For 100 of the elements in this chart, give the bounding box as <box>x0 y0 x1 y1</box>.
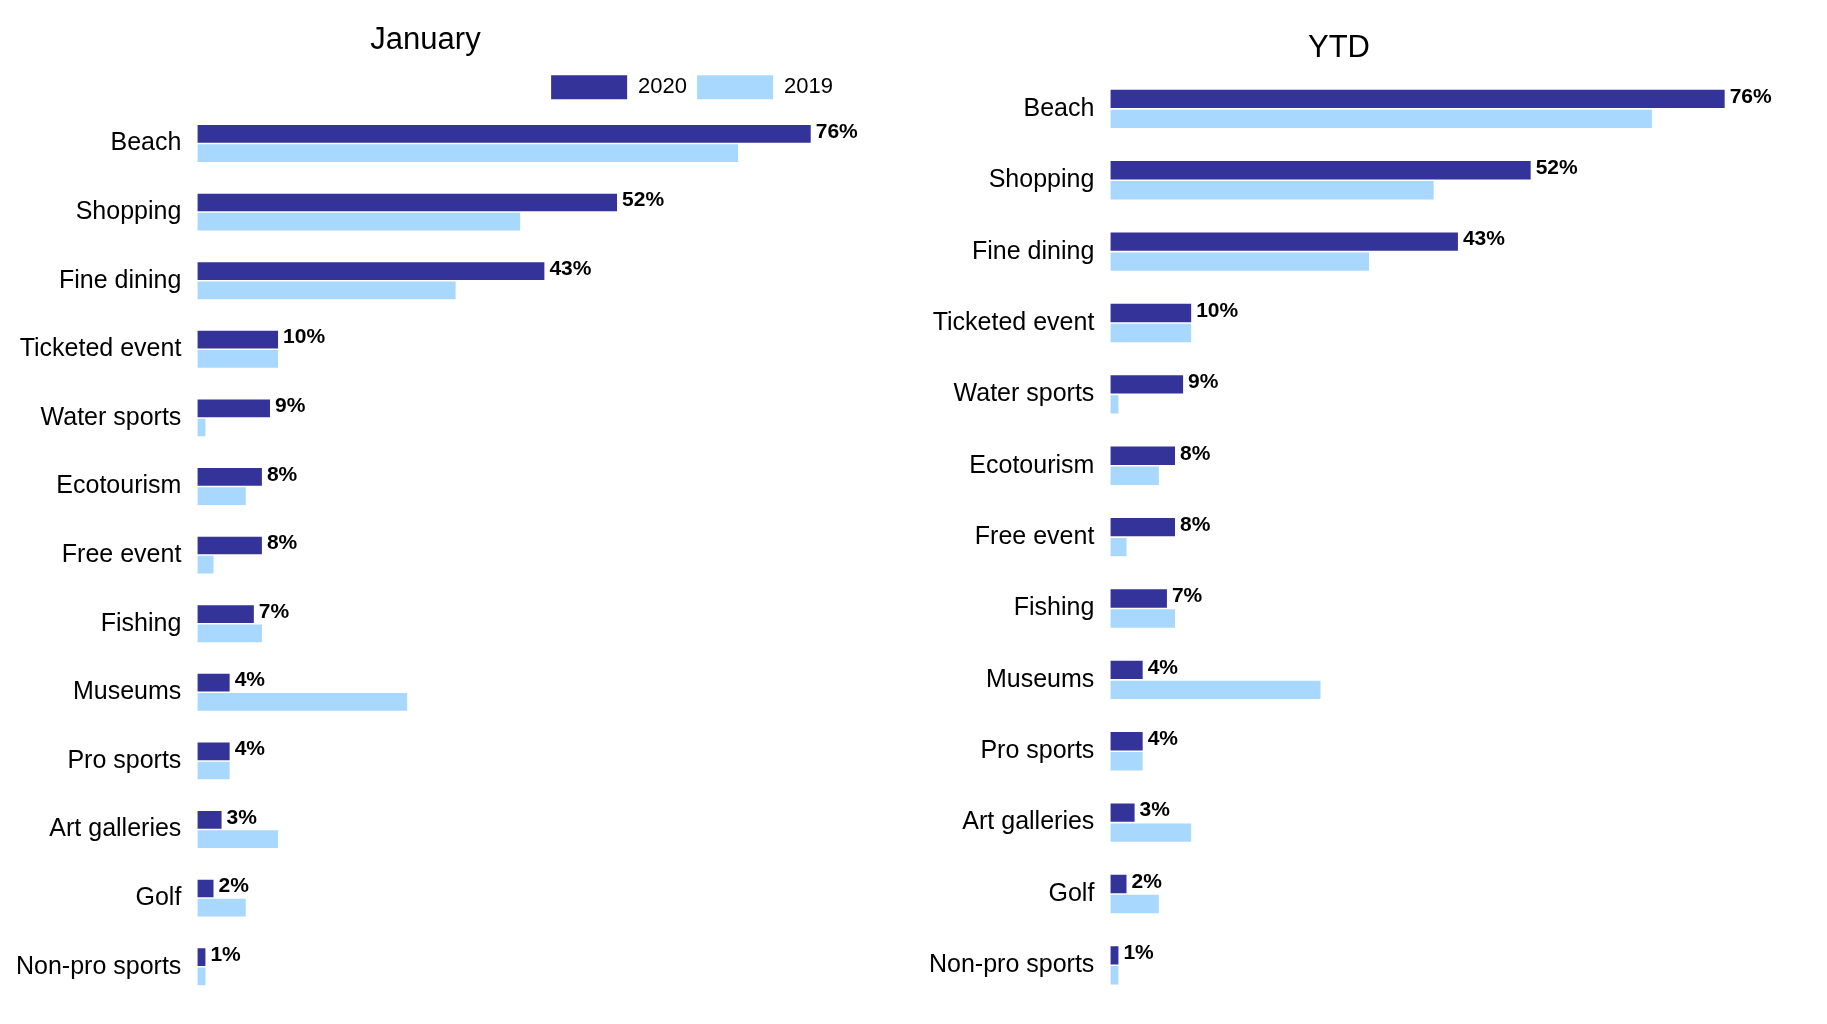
bar <box>1110 232 1458 251</box>
data-label: 3% <box>226 804 258 828</box>
bar <box>197 468 262 486</box>
y-tick-label: Beach <box>1023 92 1095 121</box>
y-tick-label: Non-pro sports <box>928 949 1095 978</box>
y-tick-label: Ticketed event <box>19 333 182 362</box>
bar <box>1110 537 1127 557</box>
bar <box>197 212 521 231</box>
data-label: 43% <box>549 255 592 279</box>
y-tick-label: Pro sports <box>67 744 182 773</box>
bar <box>197 125 811 143</box>
bar <box>1110 109 1652 129</box>
y-tick-label: Pro sports <box>980 735 1095 764</box>
y-tick-label: Fishing <box>1013 592 1095 621</box>
y-tick-label: Free event <box>61 538 182 567</box>
bar <box>197 536 262 555</box>
y-tick-label: Shopping <box>75 195 182 224</box>
data-label: 2% <box>1131 868 1163 892</box>
bar <box>1110 252 1370 271</box>
data-label: 4% <box>1147 654 1179 678</box>
y-tick-label: Golf <box>135 881 182 910</box>
bar <box>1110 181 1434 200</box>
bar <box>1110 161 1531 180</box>
bar <box>1110 874 1127 894</box>
data-label: 10% <box>1196 297 1239 321</box>
y-tick-label: Water sports <box>40 401 182 430</box>
bar <box>1110 375 1184 394</box>
y-tick-label: Free event <box>974 520 1095 549</box>
bar <box>197 673 230 692</box>
y-tick-label: Shopping <box>988 164 1095 193</box>
bar <box>1110 323 1192 343</box>
bar <box>197 281 456 300</box>
y-tick-label: Non-pro sports <box>15 950 182 979</box>
data-label: 76% <box>1729 83 1773 107</box>
data-label: 4% <box>1147 726 1179 750</box>
chart-title: January <box>370 21 482 57</box>
bar <box>197 693 408 711</box>
bar <box>1110 823 1192 842</box>
chart-title: YTD <box>1308 29 1370 65</box>
data-label: 43% <box>1462 226 1506 250</box>
bar <box>1110 609 1176 628</box>
data-label: 52% <box>1535 155 1579 179</box>
data-label: 4% <box>234 667 266 691</box>
bar <box>1110 732 1143 751</box>
bar <box>1110 752 1143 771</box>
y-tick-label: Golf <box>1048 877 1095 906</box>
bar <box>197 830 279 848</box>
bar <box>1110 517 1176 537</box>
bar <box>1110 89 1725 109</box>
data-label: 10% <box>283 324 326 348</box>
data-label: 76% <box>815 118 859 142</box>
bar <box>197 144 739 162</box>
data-label: 52% <box>622 187 665 211</box>
y-tick-label: Fine dining <box>59 264 182 293</box>
y-tick-label: Museums <box>72 676 182 705</box>
data-label: 4% <box>234 736 266 760</box>
bar <box>1110 894 1159 914</box>
bar <box>1110 680 1321 700</box>
data-label: 7% <box>1171 583 1203 607</box>
y-tick-label: Ecotourism <box>56 470 182 499</box>
data-label: 8% <box>1180 511 1211 535</box>
y-tick-label: Water sports <box>953 378 1095 407</box>
bar <box>197 555 214 574</box>
bar <box>197 193 618 212</box>
bar <box>197 605 254 623</box>
bar <box>197 898 246 917</box>
data-label: 8% <box>266 461 298 485</box>
bar <box>197 350 279 368</box>
data-label: 2% <box>218 873 250 897</box>
y-tick-label: Ecotourism <box>969 449 1095 478</box>
y-tick-label: Fishing <box>100 607 182 636</box>
bar <box>1110 303 1192 323</box>
legend-label: 2019 <box>784 73 834 99</box>
y-tick-label: Art galleries <box>962 806 1095 835</box>
y-tick-label: Art galleries <box>49 813 182 842</box>
bar <box>1110 589 1167 608</box>
bar <box>1110 803 1135 822</box>
bar <box>1110 446 1176 465</box>
data-label: 1% <box>210 941 242 965</box>
bar <box>197 487 246 505</box>
bar <box>1110 660 1143 680</box>
bar <box>1110 466 1159 485</box>
data-label: 8% <box>266 530 298 554</box>
legend-label: 2020 <box>638 73 688 99</box>
y-tick-label: Fine dining <box>972 235 1095 264</box>
data-label: 9% <box>274 393 306 417</box>
data-label: 9% <box>1188 369 1219 393</box>
data-label: 7% <box>258 598 290 622</box>
bar <box>197 399 270 418</box>
bar <box>197 262 545 280</box>
data-label: 8% <box>1180 440 1211 464</box>
data-label: 3% <box>1139 797 1171 821</box>
y-tick-label: Museums <box>985 663 1095 692</box>
bar <box>197 624 262 643</box>
y-tick-label: Ticketed event <box>932 306 1095 335</box>
bar <box>197 330 279 349</box>
data-label: 1% <box>1123 940 1155 964</box>
bar <box>197 761 230 780</box>
bar <box>197 742 230 761</box>
bar <box>197 811 222 829</box>
